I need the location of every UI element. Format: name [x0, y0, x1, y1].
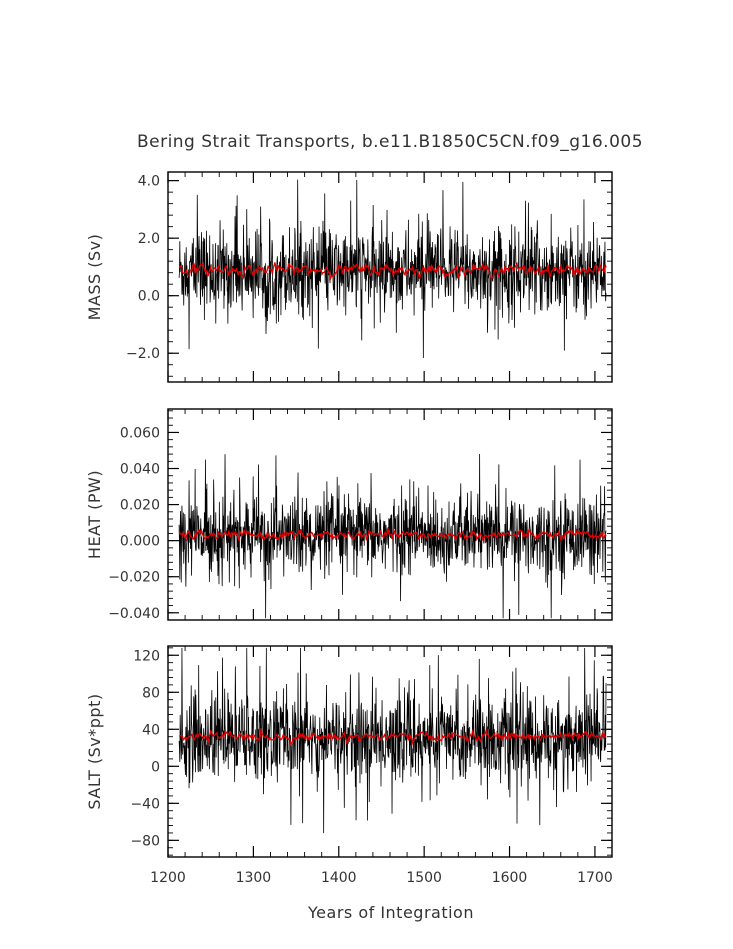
panel-1: −2.0 0.0 2.0 4.0 MASS (Sv): [85, 171, 613, 383]
chart-title: Bering Strait Transports, b.e11.B1850C5C…: [137, 132, 643, 152]
y-tick-label: 2.0: [138, 231, 160, 247]
x-tick-label: 1200: [150, 870, 186, 886]
y-tick-label: 0.0: [138, 289, 160, 305]
y-tick-label: −0.020: [108, 570, 160, 586]
panel-3: −80 −40 0 40 80 120 SALT (Sv*ppt) 1200 1300 1400 1…: [85, 645, 613, 886]
y-tick-label: 0.020: [120, 498, 160, 514]
y-axis-label: SALT (Sv*ppt): [85, 693, 104, 809]
y-tick-label: −0.040: [108, 606, 160, 622]
y-tick-label: −2.0: [126, 346, 160, 362]
chart-panels: −2.0 0.0 2.0 4.0 MASS (Sv) −0.040 −0.020 0.000 0…: [85, 171, 613, 886]
series-raw-line: [178, 179, 607, 359]
series-smoothed-line: [178, 261, 607, 282]
x-tick-label: 1500: [406, 870, 442, 886]
x-axis-label: Years of Integration: [307, 903, 474, 922]
y-tick-label: 0.060: [120, 425, 160, 441]
x-tick-label: 1700: [577, 870, 613, 886]
x-tick-label: 1600: [492, 870, 528, 886]
y-tick-label: 4.0: [138, 174, 160, 190]
y-tick-label: 120: [133, 648, 160, 664]
series-smoothed-line: [178, 527, 607, 543]
y-tick-label: 0: [151, 759, 160, 775]
y-tick-label: 0.040: [120, 462, 160, 478]
series-smoothed-line: [179, 727, 607, 747]
y-tick-label: 0.000: [120, 534, 160, 550]
x-tick-label: 1300: [236, 870, 272, 886]
panel-frame: [167, 408, 613, 621]
panel-2: −0.040 −0.020 0.000 0.020 0.040 0.060 HEAT (PW…: [85, 408, 613, 622]
y-axis-label: MASS (Sv): [85, 234, 104, 321]
y-tick-label: 80: [142, 685, 160, 701]
y-axis-label: HEAT (PW): [85, 470, 104, 559]
y-tick-label: −40: [130, 796, 160, 812]
x-tick-label: 1400: [321, 870, 357, 886]
y-tick-label: −80: [130, 833, 160, 849]
y-tick-label: 40: [142, 722, 160, 738]
series-raw-line: [178, 647, 607, 834]
